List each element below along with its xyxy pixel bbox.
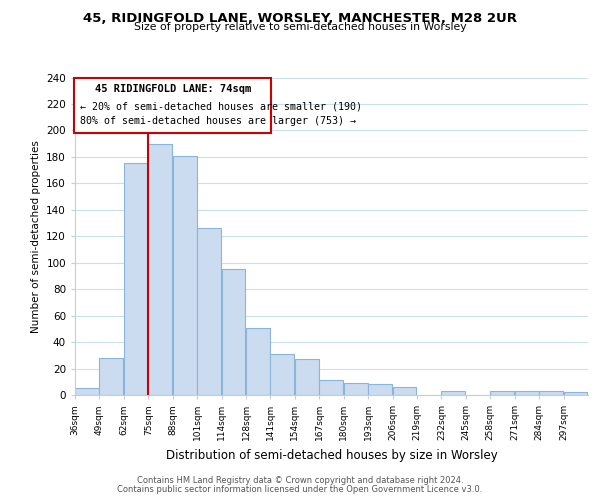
Bar [173, 156, 197, 395]
Bar [515, 391, 539, 395]
Bar [490, 391, 514, 395]
Bar [197, 228, 221, 395]
Bar [392, 387, 416, 395]
Bar [295, 360, 319, 395]
Bar [124, 164, 148, 395]
Bar [148, 144, 172, 395]
Bar [442, 391, 465, 395]
Bar [368, 384, 392, 395]
Bar [100, 358, 123, 395]
Text: Contains public sector information licensed under the Open Government Licence v3: Contains public sector information licen… [118, 485, 482, 494]
Bar [221, 270, 245, 395]
Text: Contains HM Land Registry data © Crown copyright and database right 2024.: Contains HM Land Registry data © Crown c… [137, 476, 463, 485]
Bar [344, 383, 368, 395]
Bar [271, 354, 294, 395]
Text: 45 RIDINGFOLD LANE: 74sqm: 45 RIDINGFOLD LANE: 74sqm [95, 84, 251, 94]
Text: Size of property relative to semi-detached houses in Worsley: Size of property relative to semi-detach… [134, 22, 466, 32]
Bar [319, 380, 343, 395]
Bar [539, 391, 563, 395]
FancyBboxPatch shape [74, 78, 271, 133]
Y-axis label: Number of semi-detached properties: Number of semi-detached properties [31, 140, 41, 332]
Bar [563, 392, 587, 395]
X-axis label: Distribution of semi-detached houses by size in Worsley: Distribution of semi-detached houses by … [166, 448, 497, 462]
Text: ← 20% of semi-detached houses are smaller (190): ← 20% of semi-detached houses are smalle… [80, 102, 362, 112]
Text: 80% of semi-detached houses are larger (753) →: 80% of semi-detached houses are larger (… [80, 116, 356, 126]
Text: 45, RIDINGFOLD LANE, WORSLEY, MANCHESTER, M28 2UR: 45, RIDINGFOLD LANE, WORSLEY, MANCHESTER… [83, 12, 517, 26]
Bar [75, 388, 99, 395]
Bar [246, 328, 270, 395]
